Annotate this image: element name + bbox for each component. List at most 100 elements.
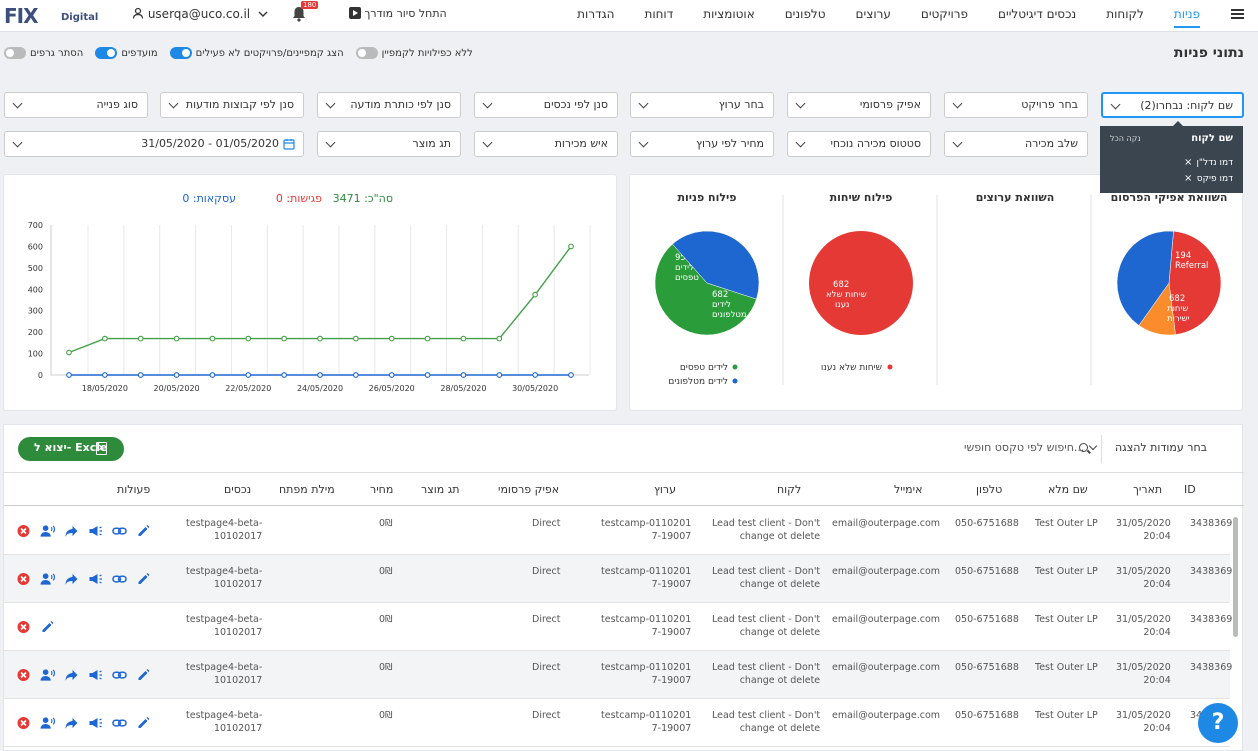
link-icon[interactable] — [112, 668, 127, 682]
product-tag-filter[interactable]: תג מוצר — [317, 131, 461, 157]
assign-user-icon[interactable] — [40, 572, 55, 586]
data-point[interactable] — [532, 291, 538, 298]
sale-stage-filter[interactable]: שלב מכירה — [944, 131, 1088, 157]
forward-icon[interactable] — [64, 524, 79, 538]
megaphone-icon[interactable] — [88, 572, 103, 586]
data-point[interactable] — [388, 372, 395, 378]
edit-icon[interactable] — [136, 716, 151, 730]
data-point[interactable] — [245, 372, 252, 378]
col-header-product-tag[interactable]: תג מוצר — [421, 483, 460, 496]
menu-item-reports[interactable]: דוחות — [644, 7, 674, 21]
data-point[interactable] — [496, 335, 503, 342]
columns-select[interactable]: בחר עמודות להצגה — [1088, 441, 1207, 454]
data-point[interactable] — [568, 243, 574, 250]
data-point[interactable] — [281, 372, 287, 378]
col-header-ad-source[interactable]: אפיק פרסומי — [498, 483, 560, 496]
ad-title-filter[interactable]: סנן לפי כותרת מודעה — [317, 92, 461, 118]
forward-icon[interactable] — [64, 572, 79, 586]
assign-user-icon[interactable] — [40, 524, 55, 538]
data-point[interactable] — [66, 372, 72, 378]
link-icon[interactable] — [112, 572, 127, 586]
pie-slice[interactable] — [654, 243, 757, 336]
link-icon[interactable] — [112, 716, 127, 730]
salesperson-filter[interactable]: איש מכירות — [474, 131, 618, 157]
channel-filter[interactable]: בחר ערוץ — [630, 92, 774, 118]
megaphone-icon[interactable] — [88, 716, 103, 730]
toggle-inactive-campaigns[interactable]: הצג קמפיינים/פרויקטים לא פעילים — [169, 47, 344, 59]
menu-item-settings[interactable]: הגדרות — [577, 7, 615, 21]
export-excel-button[interactable]: יצוא ל- Excle X — [18, 437, 124, 461]
link-icon[interactable] — [112, 524, 127, 538]
data-point[interactable] — [460, 372, 467, 378]
dropdown-item-demo-nadlan[interactable]: דמו נדל"ן — [1196, 158, 1233, 168]
col-header-name[interactable]: שם מלא — [1048, 483, 1088, 496]
data-point[interactable] — [209, 372, 216, 378]
assign-user-icon[interactable] — [40, 668, 55, 682]
edit-icon[interactable] — [40, 620, 55, 634]
switch-favorites[interactable] — [95, 47, 118, 59]
data-point[interactable] — [424, 372, 431, 378]
date-range-picker[interactable]: 31/05/2020 - 01/05/2020 — [4, 131, 304, 157]
toggle-hide-graphs[interactable]: הסתר גרפים — [4, 47, 83, 59]
data-point[interactable] — [245, 335, 252, 342]
edit-icon[interactable] — [136, 524, 151, 538]
pie-slice[interactable] — [1168, 230, 1222, 335]
sale-status-filter[interactable]: סטטוס מכירה נוכחי — [787, 131, 931, 157]
pie-slice[interactable] — [672, 230, 760, 300]
pie-slice[interactable] — [1116, 230, 1174, 326]
megaphone-icon[interactable] — [88, 524, 103, 538]
ad-groups-filter[interactable]: סנן לפי קבוצות מודעות — [160, 92, 304, 118]
toggle-no-duplicates[interactable]: ללא כפילויות לקמפיין — [355, 47, 473, 59]
col-header-phone[interactable]: טלפון — [976, 483, 1003, 496]
menu-item-projects[interactable]: פרויקטים — [920, 7, 969, 21]
data-point[interactable] — [209, 335, 216, 342]
remove-item-icon[interactable]: × — [1184, 157, 1193, 168]
delete-icon[interactable] — [16, 620, 31, 634]
help-button[interactable]: ? — [1198, 703, 1238, 743]
megaphone-icon[interactable] — [88, 668, 103, 682]
table-scrollbar[interactable] — [1233, 517, 1238, 637]
col-header-id[interactable]: ID — [1184, 483, 1196, 496]
pie-slice[interactable] — [809, 231, 913, 335]
assign-user-icon[interactable] — [40, 716, 55, 730]
toggle-favorites[interactable]: מועדפים — [95, 47, 158, 59]
edit-icon[interactable] — [136, 572, 151, 586]
ad-source-filter[interactable]: אפיק פרסומי — [787, 92, 931, 118]
data-point[interactable] — [460, 335, 467, 342]
col-header-keyword[interactable]: מילת מפתח — [279, 483, 335, 496]
switch-hide-graphs[interactable] — [4, 47, 26, 59]
col-header-client[interactable]: לקוח — [777, 483, 802, 496]
col-header-price[interactable]: מחיר — [370, 483, 394, 496]
client-filter[interactable]: שם לקוח: נבחרו(2) — [1101, 92, 1244, 118]
search-input[interactable]: חיפוש לפי טקסט חופשי... — [964, 441, 1085, 454]
inquiry-type-filter[interactable]: סוג פנייה — [4, 92, 148, 118]
delete-icon[interactable] — [16, 716, 31, 730]
edit-icon[interactable] — [136, 668, 151, 682]
clear-all-link[interactable]: נקה הכל — [1110, 134, 1141, 143]
data-point[interactable] — [137, 335, 144, 342]
data-point[interactable] — [137, 372, 144, 378]
data-point[interactable] — [102, 335, 108, 342]
delete-icon[interactable] — [16, 524, 31, 538]
data-point[interactable] — [532, 372, 538, 378]
data-point[interactable] — [424, 335, 431, 342]
col-header-date[interactable]: תאריך — [1133, 483, 1163, 496]
project-filter[interactable]: בחר פרויקט — [944, 92, 1088, 118]
menu-item-clients[interactable]: לקוחות — [1106, 7, 1144, 21]
menu-item-digital-assets[interactable]: נכסים דיגיטליים — [998, 7, 1077, 21]
data-point[interactable] — [317, 372, 323, 378]
delete-icon[interactable] — [16, 572, 31, 586]
switch-inactive-campaigns[interactable] — [169, 47, 192, 59]
guided-tour-link[interactable]: התחל סיור מודרך — [345, 7, 447, 20]
assets-filter[interactable]: סנן לפי נכסים — [474, 92, 618, 118]
forward-icon[interactable] — [64, 668, 79, 682]
data-point[interactable] — [317, 335, 323, 342]
hamburger-menu-icon[interactable] — [1231, 9, 1244, 19]
switch-no-duplicates[interactable] — [355, 47, 378, 59]
data-point[interactable] — [173, 372, 180, 378]
